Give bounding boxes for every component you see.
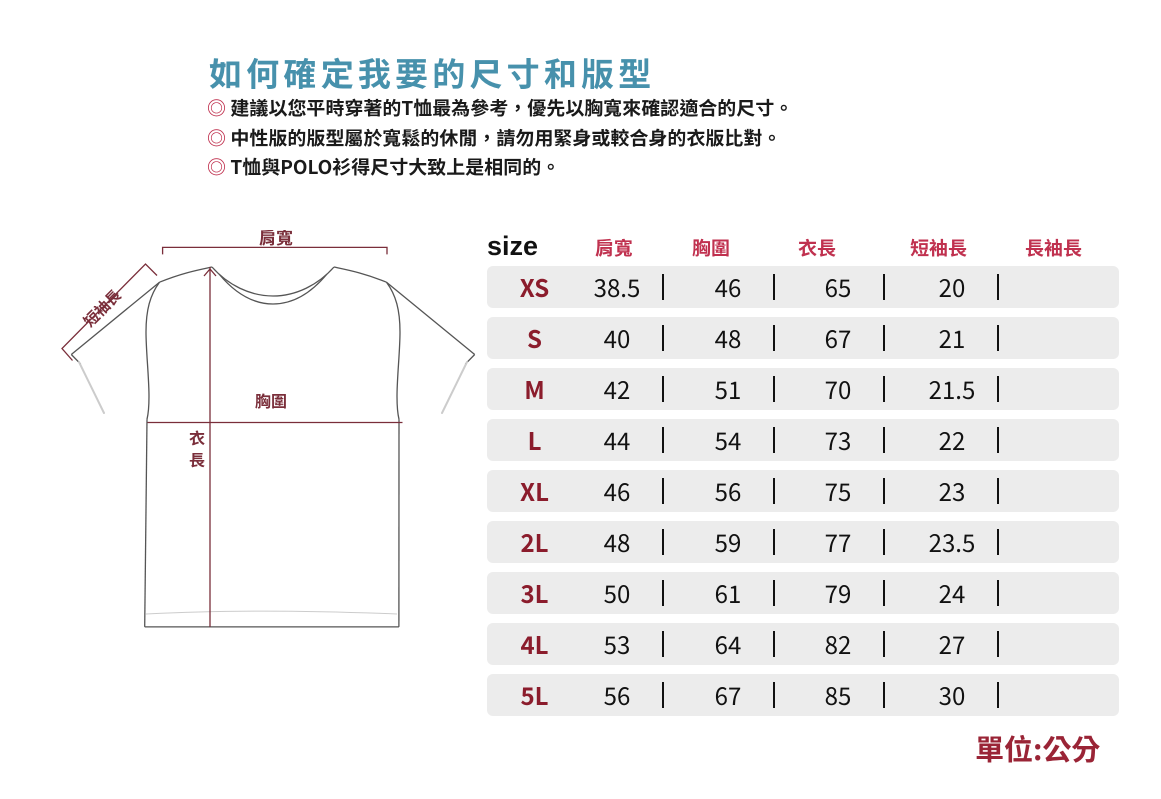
svg-text:衣: 衣 [189, 425, 205, 449]
svg-text:胸圍: 胸圍 [255, 388, 287, 412]
svg-text:肩寬: 肩寬 [259, 230, 293, 249]
svg-text:長: 長 [189, 447, 205, 471]
